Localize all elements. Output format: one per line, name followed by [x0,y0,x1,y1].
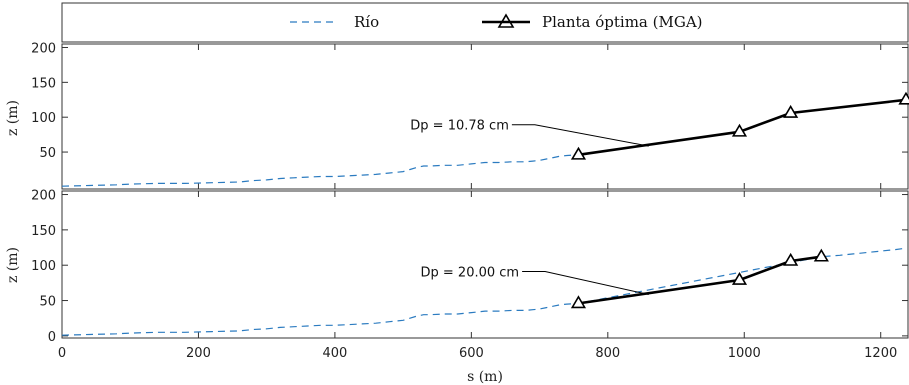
annotation-label: Dp = 20.00 cm [421,266,520,281]
legend-plant-label: Planta óptima (MGA) [542,13,703,31]
plant-marker [813,248,829,262]
plant-marker [783,252,799,266]
plant-marker [731,271,748,285]
plant-line [578,255,822,305]
panel-top: 50 100 150 200 Dp = 10.78 cm z (m) [5,41,909,190]
panel-bottom-frame [61,190,909,339]
panel-bottom-ticks: 0 50 100 150 200 [31,189,908,345]
annotation-label: Dp = 10.78 cm [410,119,509,134]
panel-top-ticks: 50 100 150 200 [31,41,908,189]
y-tick-label: 150 [31,76,56,91]
panel-top-ylabel: z (m) [5,100,21,136]
panel-bottom-series [61,247,907,336]
y-tick-label: 200 [31,41,56,56]
x-tick-label: 1000 [728,346,761,361]
plant-marker [570,146,587,160]
plant-marker [731,123,748,137]
panel-top-frame [61,43,909,190]
plant-marker [570,295,587,309]
legend-river-label: Río [354,13,379,31]
y-tick-label: 200 [31,189,56,204]
panel-bottom: 0 50 100 150 200 Dp = 20.00 cm z (m) [5,189,909,345]
y-tick-label: 50 [39,146,56,161]
x-tick-label: 600 [459,346,484,361]
y-tick-label: 100 [31,259,56,274]
x-tick-label: 0 [58,346,66,361]
plant-marker [898,91,909,105]
plant-line [578,98,907,157]
y-tick-label: 0 [48,330,56,345]
annotation-leader [511,124,649,147]
legend-plant-marker [497,13,515,28]
x-tick-label: 800 [595,346,620,361]
plant-marker [783,104,799,118]
x-tick-label: 1200 [864,346,897,361]
y-tick-label: 150 [31,224,56,239]
y-tick-label: 100 [31,111,56,126]
annotation-leader [522,271,649,296]
panel-bottom-ylabel: z (m) [5,247,21,283]
river-line [61,154,579,187]
legend: Río Planta óptima (MGA) [61,2,909,43]
panel-top-series [61,91,909,187]
x-axis-label: s (m) [467,369,503,385]
river-line [61,247,907,336]
x-axis-ticks: 0 200 400 600 800 1000 1200 [58,346,897,361]
y-tick-label: 50 [39,295,56,310]
panel-bottom-annotation: Dp = 20.00 cm [421,266,649,296]
panel-top-annotation: Dp = 10.78 cm [410,119,649,147]
x-tick-label: 200 [186,346,211,361]
x-tick-label: 400 [322,346,347,361]
